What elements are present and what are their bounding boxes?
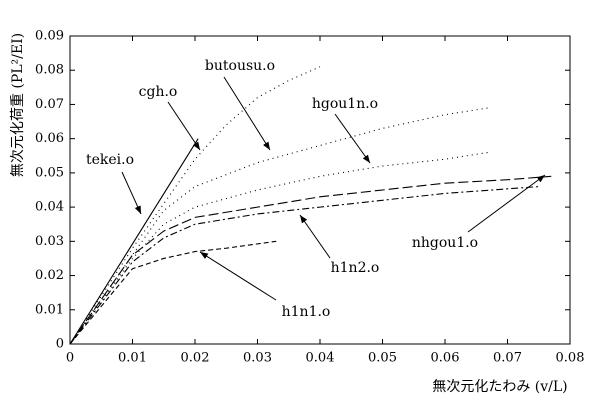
y-axis-label: 無次元化荷重 (PL²/EI) <box>10 33 26 177</box>
data-line <box>69 66 321 345</box>
y-tick-label: 0.04 <box>35 200 64 215</box>
annotation-arrow <box>167 101 201 151</box>
x-tick-label: 0.08 <box>556 351 585 366</box>
y-tick-label: 0.01 <box>35 302 64 317</box>
series-label: butousu.o <box>205 58 275 74</box>
data-line <box>69 240 277 345</box>
y-tick-label: 0.03 <box>35 234 64 249</box>
x-axis-label: 無次元化たわみ (v/L) <box>432 379 567 395</box>
x-tick-label: 0.04 <box>306 351 335 366</box>
series-label: h1n1.o <box>282 304 331 320</box>
series-label: cgh.o <box>139 84 178 100</box>
series-label: hgou1n.o <box>312 96 378 112</box>
x-tick-label: 0.05 <box>368 351 397 366</box>
y-tick-label: 0.09 <box>35 29 64 44</box>
series-label: tekei.o <box>86 152 134 168</box>
x-tick-label: 0.03 <box>243 351 272 366</box>
data-line <box>69 186 539 345</box>
y-tick-label: 0.07 <box>35 97 64 112</box>
y-tick-label: 0.08 <box>35 63 64 78</box>
series-label: h1n2.o <box>331 260 380 276</box>
annotation-arrow <box>121 171 142 215</box>
annotation-arrow <box>223 76 271 151</box>
annotation-arrow <box>467 174 546 233</box>
annotation-arrow <box>299 214 331 259</box>
annotation-arrow <box>334 113 371 164</box>
x-tick-label: 0.06 <box>431 351 460 366</box>
x-tick-label: 0.07 <box>493 351 522 366</box>
data-line <box>69 138 199 345</box>
y-tick-label: 0.05 <box>35 165 64 180</box>
annotation-arrow <box>199 251 277 301</box>
x-tick-label: 0 <box>66 351 74 366</box>
data-line <box>69 107 489 345</box>
y-tick-label: 0.06 <box>35 131 64 146</box>
x-tick-label: 0.02 <box>181 351 210 366</box>
plot-frame <box>69 35 571 345</box>
x-tick-label: 0.01 <box>118 351 147 366</box>
series-label: nhgou1.o <box>412 235 478 251</box>
data-line <box>69 175 552 345</box>
y-tick-label: 0.02 <box>35 268 64 283</box>
y-tick-label: 0 <box>56 337 64 352</box>
